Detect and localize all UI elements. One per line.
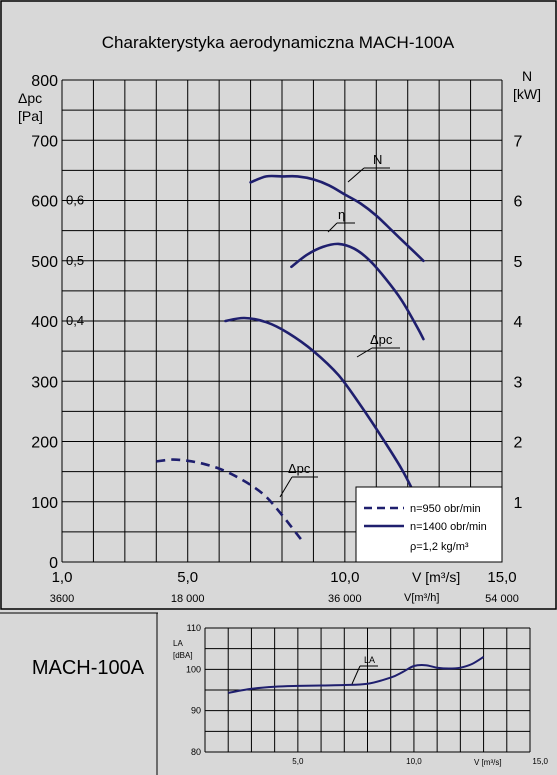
noise-x-axis-ticks: 5,0 10,0 15,0	[292, 757, 548, 766]
curve-label-eta: η	[327, 207, 355, 233]
noise-y-tick-label: 110	[187, 623, 201, 633]
curve-pressure-1400	[224, 316, 416, 494]
main-chart-title: Charakterystyka aerodynamiczna MACH-100A	[102, 33, 455, 52]
series-label-n: N	[373, 152, 382, 167]
right-axis-tick-label: 5	[514, 254, 523, 271]
left-axis-tick-label: 400	[31, 314, 58, 331]
left-axis-tick-label: 300	[31, 374, 58, 391]
x-axis-secondary-tick-label: 18 000	[171, 593, 205, 605]
left-axis-tick-label: 600	[31, 194, 58, 211]
legend-item-1400: n=1400 obr/min	[410, 521, 487, 533]
left-axis-tick-label: 0	[49, 555, 58, 572]
left-axis-ticks: 0 100 200 300 400 500 600 700 800	[31, 73, 58, 572]
right-axis-tick-label: 1	[514, 495, 523, 512]
curve-label-la: LA	[351, 655, 378, 685]
noise-y-axis-label: LA	[173, 639, 183, 648]
x-axis-secondary-tick-label: 36 000	[328, 593, 362, 605]
left-axis-tick-label: 100	[31, 495, 58, 512]
left-axis-tick-label: 700	[31, 133, 58, 150]
noise-y-axis-unit: [dBA]	[173, 651, 193, 660]
right-axis-tick-label: 2	[514, 435, 523, 452]
x-axis-secondary-ticks: 3600 18 000 36 000 54 000	[50, 593, 519, 605]
legend-item-950: n=950 obr/min	[410, 503, 481, 515]
right-axis-unit: [kW]	[513, 86, 541, 102]
main-grid	[61, 79, 503, 563]
right-axis-ticks: 1 2 3 4 5 6 7	[514, 133, 523, 512]
noise-y-axis-ticks: 80 90 100 110	[186, 623, 201, 757]
efficiency-tick-label: 0,6	[66, 193, 84, 208]
noise-x-tick-label: 15,0	[532, 757, 548, 766]
x-axis-ticks: 1,0 5,0 10,0 15,0	[52, 569, 517, 586]
curve-efficiency	[290, 242, 425, 341]
series-label-dpc-950: Δpc	[288, 461, 311, 476]
left-axis-label: Δpc	[18, 90, 42, 106]
legend-note-density: ρ=1,2 kg/m³	[410, 541, 469, 553]
noise-x-axis-label: V [m³/s]	[474, 758, 502, 767]
legend-box	[355, 486, 503, 563]
right-axis-tick-label: 7	[514, 133, 523, 150]
right-axis-tick-label: 3	[514, 374, 523, 391]
noise-grid	[204, 627, 531, 753]
curve-label-dpc-950: Δpc	[279, 461, 318, 498]
right-axis-label: N	[522, 68, 532, 84]
x-axis-secondary-tick-label: 54 000	[485, 593, 519, 605]
noise-y-tick-label: 80	[191, 747, 201, 757]
noise-curves	[228, 656, 485, 694]
main-chart-frame	[0, 0, 557, 610]
x-axis-label: V [m³/s]	[412, 569, 460, 585]
noise-x-tick-label: 5,0	[292, 757, 304, 766]
left-axis-tick-label: 200	[31, 435, 58, 452]
x-axis-tick-label: 15,0	[487, 569, 516, 586]
left-axis-tick-label: 800	[31, 73, 58, 90]
bottom-title: MACH-100A	[32, 657, 145, 679]
curve-label-n: N	[347, 152, 390, 183]
x-axis-tick-label: 10,0	[330, 569, 359, 586]
noise-x-tick-label: 10,0	[406, 757, 422, 766]
right-axis-tick-label: 6	[514, 194, 523, 211]
right-axis-tick-label: 4	[514, 314, 523, 331]
x-axis-tick-label: 5,0	[177, 569, 198, 586]
curve-pressure-950	[156, 458, 302, 540]
noise-y-tick-label: 100	[186, 664, 201, 674]
efficiency-tick-label: 0,5	[66, 253, 84, 268]
left-axis-tick-label: 500	[31, 254, 58, 271]
series-label-dpc-1400: Δpc	[370, 332, 393, 347]
efficiency-ticks: 0,6 0,5 0,4	[66, 193, 84, 329]
curve-power	[249, 174, 425, 263]
x-axis-tick-label: 1,0	[52, 569, 73, 586]
series-label-la: LA	[364, 655, 375, 665]
legend: n=950 obr/min n=1400 obr/min ρ=1,2 kg/m³	[355, 486, 503, 563]
series-label-eta: η	[338, 207, 345, 222]
curve-noise-level	[228, 656, 485, 694]
curve-label-dpc-1400: Δpc	[356, 332, 400, 358]
main-curves	[156, 174, 425, 540]
x-axis-secondary-label: V[m³/h]	[404, 592, 439, 604]
efficiency-tick-label: 0,4	[66, 313, 84, 328]
noise-y-tick-label: 90	[191, 706, 201, 716]
x-axis-secondary-tick-label: 3600	[50, 593, 74, 605]
left-axis-unit: [Pa]	[18, 108, 43, 124]
